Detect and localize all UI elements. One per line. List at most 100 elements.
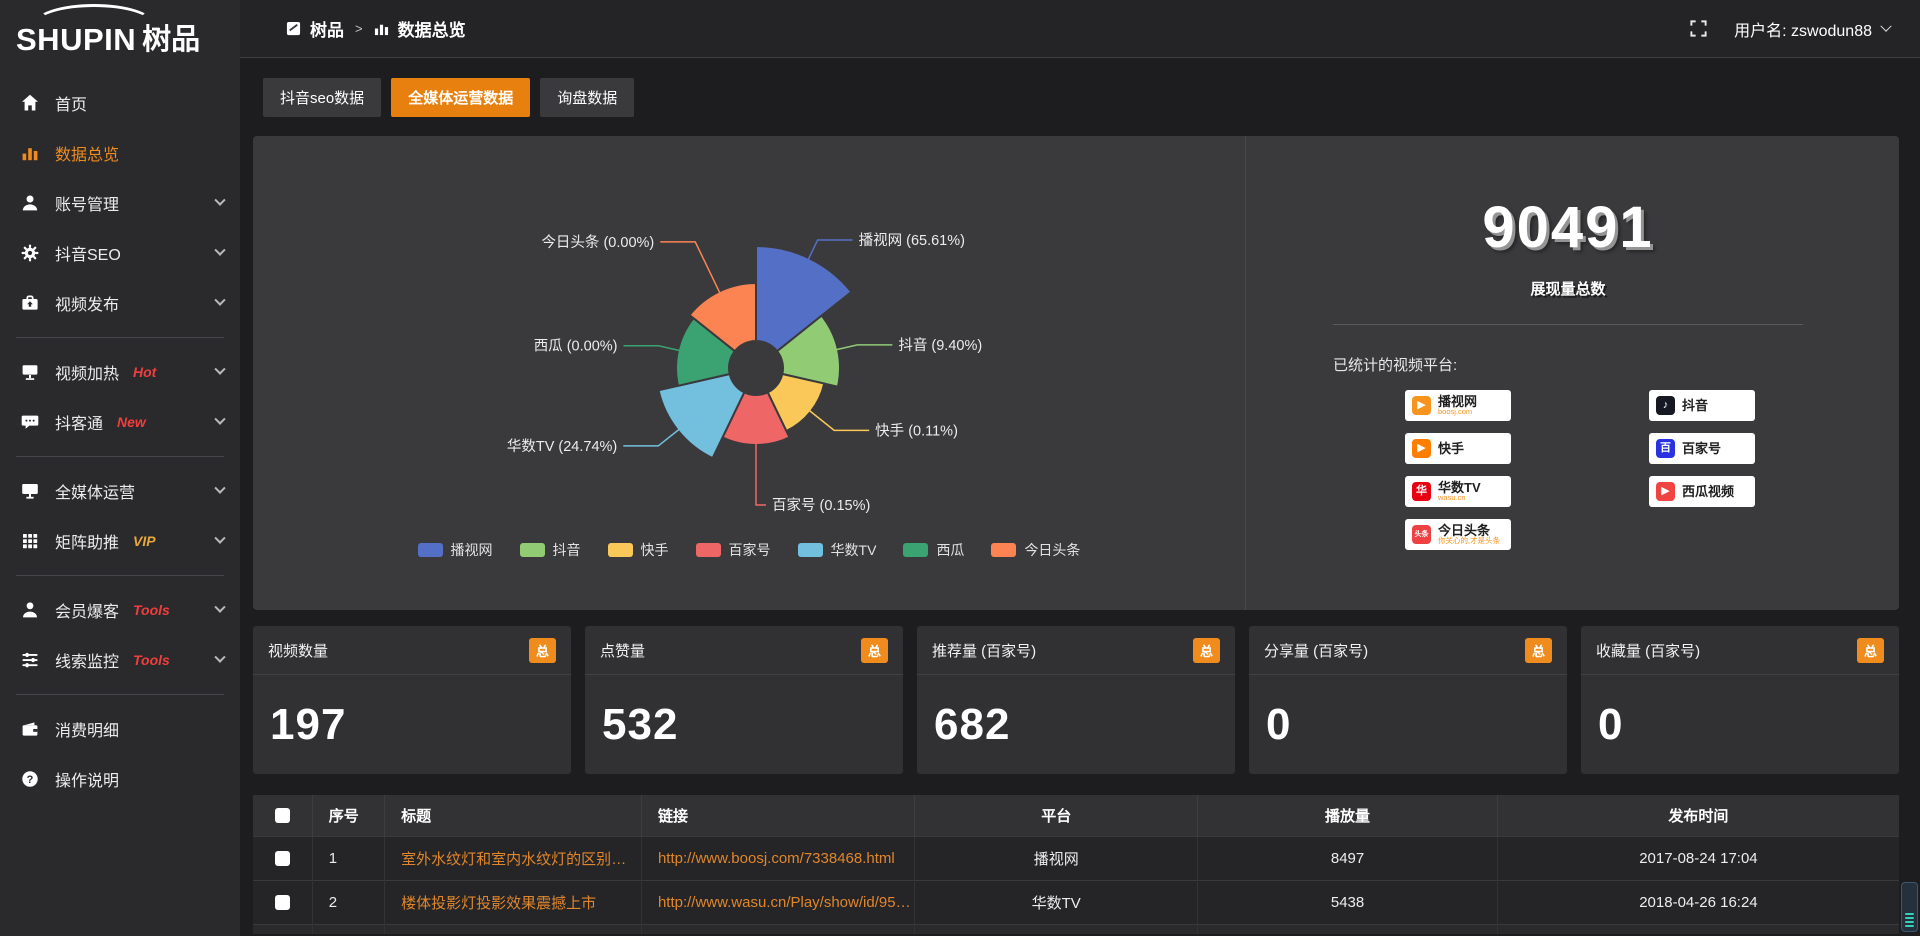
legend-swatch xyxy=(519,543,545,557)
platform-name: 百家号 xyxy=(1682,440,1722,456)
chevron-down-icon xyxy=(214,532,226,544)
sidebar-item-账号管理[interactable]: 账号管理 xyxy=(0,178,240,228)
pie-label-百家号: 百家号 (0.15%) xyxy=(772,497,870,514)
boosj-logo: ▶ xyxy=(1412,396,1431,415)
sidebar-item-视频加热[interactable]: 视频加热 Hot xyxy=(0,347,240,397)
pie-slice-今日头条[interactable] xyxy=(688,281,757,353)
legend-item-今日头条[interactable]: 今日头条 xyxy=(991,540,1080,560)
breadcrumb-item-home[interactable]: 树品 xyxy=(310,21,344,40)
app-logo[interactable]: SHUPIN 树品 xyxy=(0,0,240,64)
sidebar-item-抖客通[interactable]: 抖客通 New xyxy=(0,397,240,447)
stat-card-收藏量 (百家号): 收藏量 (百家号) 总 0 xyxy=(1581,626,1899,774)
legend-item-抖音[interactable]: 抖音 xyxy=(519,540,581,560)
cell-title-link[interactable]: 楼体投影灯投影效果震撼上市 xyxy=(384,879,642,924)
pie-slice-抖音[interactable] xyxy=(775,314,841,388)
row-checkbox[interactable] xyxy=(274,851,290,867)
svg-text:?: ? xyxy=(27,774,34,786)
user-menu[interactable]: 用户名: zswodun88 xyxy=(1734,17,1892,41)
total-badge: 总 xyxy=(860,638,888,663)
sidebar-item-label: 抖客通 xyxy=(55,416,104,433)
legend-item-华数TV[interactable]: 华数TV xyxy=(797,540,876,560)
pie-slice-西瓜[interactable] xyxy=(675,316,737,387)
xigua-logo: ▶ xyxy=(1656,482,1675,501)
cell-url-link[interactable]: http://www.boosj.com/7338468.html xyxy=(640,835,915,880)
member-icon xyxy=(20,600,40,620)
overview-panel: 播视网 (65.61%) 抖音 (9.40%) 快手 (0.11%) 百家号 (0.1… xyxy=(253,136,1899,610)
legend-label: 快手 xyxy=(640,542,669,558)
chevron-down-icon xyxy=(1880,20,1892,32)
row-checkbox[interactable] xyxy=(274,895,290,911)
select-all-checkbox[interactable] xyxy=(274,808,290,824)
breadcrumb: 树品 > 数据总览 xyxy=(286,16,466,41)
legend-item-快手[interactable]: 快手 xyxy=(607,540,669,560)
sidebar-item-视频发布[interactable]: 视频发布 xyxy=(0,278,240,328)
sidebar-item-消费明细[interactable]: 消费明细 xyxy=(0,704,240,754)
legend-swatch xyxy=(903,543,929,557)
grid-icon xyxy=(20,531,40,551)
sidebar-badge-New: New xyxy=(117,414,146,430)
breadcrumb-separator: > xyxy=(355,21,363,36)
main-area: 树品 > 数据总览 用户名: zswodun88 抖音seo数据 全媒体运营数据询… xyxy=(240,0,1920,936)
sidebar-item-label: 抖音SEO xyxy=(55,247,121,264)
legend-item-播视网[interactable]: 播视网 xyxy=(417,540,493,560)
wallet-icon xyxy=(20,719,40,739)
pie-leader-西瓜 xyxy=(623,344,681,352)
chevron-down-icon xyxy=(214,482,226,494)
pie-chart-area: 播视网 (65.61%) 抖音 (9.40%) 快手 (0.11%) 百家号 (0.1… xyxy=(253,136,1245,610)
platform-badge-西瓜视频: ▶ 西瓜视频 xyxy=(1649,476,1755,507)
sidebar-item-操作说明[interactable]: ? 操作说明 xyxy=(0,754,240,804)
platform-name: 抖音 xyxy=(1682,397,1709,413)
platform-subtext: wasu.cn xyxy=(1438,493,1466,503)
tab-抖音seo数据[interactable]: 抖音seo数据 xyxy=(263,78,382,117)
sidebar-item-会员爆客[interactable]: 会员爆客 Tools xyxy=(0,585,240,635)
pie-slice-播视网[interactable] xyxy=(755,244,853,353)
chevron-down-icon xyxy=(214,601,226,613)
cell-time: 2018-04-26 16:24 xyxy=(1496,879,1899,924)
pie-slice-百家号[interactable] xyxy=(721,390,791,446)
tab-全媒体运营数据[interactable]: 全媒体运营数据 xyxy=(391,78,531,117)
platform-name: 今日头条 xyxy=(1438,522,1491,538)
summary-area: 90491 展现量总数 已统计的视频平台: ▶ 播视网 boosj.com ▶ 快手华华… xyxy=(1245,136,1899,610)
sidebar-item-全媒体运营[interactable]: 全媒体运营 xyxy=(0,466,240,516)
pie-leader-今日头条 xyxy=(660,241,721,294)
stat-card-title: 推荐量 (百家号) xyxy=(932,643,1037,660)
legend-item-百家号[interactable]: 百家号 xyxy=(695,540,771,560)
videos-table: 序号 标题 链接 平台 播放量 发布时间 1 室外水纹灯和室内水纹灯的区别和简介 http:/… xyxy=(253,795,1899,934)
sidebar-item-矩阵助推[interactable]: 矩阵助推 VIP xyxy=(0,516,240,566)
legend-item-西瓜[interactable]: 西瓜 xyxy=(903,540,964,560)
legend-label: 今日头条 xyxy=(1024,542,1081,558)
help-icon: ? xyxy=(20,769,40,789)
stat-card-title: 点赞量 xyxy=(600,643,646,660)
sidebar-item-首页[interactable]: 首页 xyxy=(0,78,240,128)
stat-card-title: 收藏量 (百家号) xyxy=(1596,643,1701,660)
tab-询盘数据[interactable]: 询盘数据 xyxy=(540,78,635,117)
legend-label: 播视网 xyxy=(450,542,493,558)
topbar-right: 用户名: zswodun88 xyxy=(1689,17,1892,41)
sidebar-item-label: 账号管理 xyxy=(55,197,120,214)
logo-arc-decoration xyxy=(34,4,154,44)
sidebar-item-抖音SEO[interactable]: 抖音SEO xyxy=(0,228,240,278)
sidebar-item-线索监控[interactable]: 线索监控 Tools xyxy=(0,635,240,685)
stat-card-点赞量: 点赞量 总 532 xyxy=(585,626,903,774)
sliders-icon xyxy=(20,650,40,670)
pie-slice-华数TV[interactable] xyxy=(657,372,746,460)
sidebar-divider xyxy=(16,337,224,338)
platform-badge-今日头条: 头条 今日头条 你关心的,才是头条 xyxy=(1405,519,1511,550)
chevron-down-icon xyxy=(214,294,226,306)
platform-name: 西瓜视频 xyxy=(1682,483,1735,499)
platform-name: 快手 xyxy=(1438,440,1465,456)
fullscreen-icon[interactable] xyxy=(1689,19,1708,38)
floating-chat-widget[interactable] xyxy=(1901,882,1918,932)
publish-icon xyxy=(20,293,40,313)
cell-title-link[interactable]: 室外水纹灯和室内水纹灯的区别和简介 xyxy=(384,835,642,880)
sidebar-item-数据总览[interactable]: 数据总览 xyxy=(0,128,240,178)
sidebar-item-label: 全媒体运营 xyxy=(55,485,136,502)
cell-url-link[interactable]: http://www.wasu.cn/Play/show/id/952... xyxy=(640,879,915,924)
chevron-down-icon xyxy=(214,413,226,425)
legend-label: 百家号 xyxy=(728,542,771,558)
stat-card-value: 682 xyxy=(934,700,1011,749)
pie-slice-快手[interactable] xyxy=(766,372,826,433)
stat-card-推荐量 (百家号): 推荐量 (百家号) 总 682 xyxy=(917,626,1235,774)
legend-label: 西瓜 xyxy=(936,542,965,558)
